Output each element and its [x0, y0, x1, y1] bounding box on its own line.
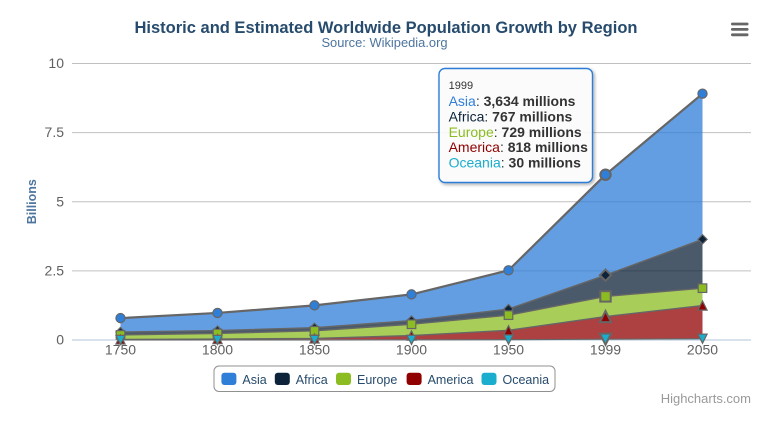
svg-text:Europe: Europe [357, 373, 397, 387]
svg-text:Source: Wikipedia.org: Source: Wikipedia.org [321, 35, 447, 50]
svg-text:7.5: 7.5 [45, 124, 65, 140]
svg-text:Europe: 729 millions: Europe: 729 millions [449, 124, 582, 140]
svg-text:America: 818 millions: America: 818 millions [449, 139, 588, 155]
svg-text:5: 5 [56, 193, 64, 209]
svg-text:Africa: Africa [296, 373, 328, 387]
svg-text:America: America [428, 373, 474, 387]
svg-text:1999: 1999 [590, 342, 621, 358]
svg-text:2.5: 2.5 [45, 262, 65, 278]
svg-text:1900: 1900 [396, 342, 427, 358]
svg-text:Asia: 3,634 millions: Asia: 3,634 millions [449, 93, 576, 109]
svg-text:Highcharts.com: Highcharts.com [661, 391, 751, 406]
svg-text:Billions: Billions [25, 179, 39, 224]
svg-text:1950: 1950 [493, 342, 524, 358]
svg-text:Africa: 767 millions: Africa: 767 millions [449, 109, 573, 125]
svg-text:10: 10 [48, 55, 64, 71]
svg-text:1800: 1800 [202, 342, 233, 358]
svg-text:Historic and Estimated Worldwi: Historic and Estimated Worldwide Populat… [135, 19, 638, 37]
svg-text:Asia: Asia [242, 373, 266, 387]
svg-text:1750: 1750 [105, 342, 136, 358]
svg-text:0: 0 [56, 332, 64, 348]
svg-text:Oceania: Oceania [503, 373, 550, 387]
svg-text:1850: 1850 [299, 342, 330, 358]
svg-text:Oceania: 30 millions: Oceania: 30 millions [449, 154, 582, 170]
svg-text:2050: 2050 [687, 342, 718, 358]
svg-text:1999: 1999 [449, 80, 473, 92]
